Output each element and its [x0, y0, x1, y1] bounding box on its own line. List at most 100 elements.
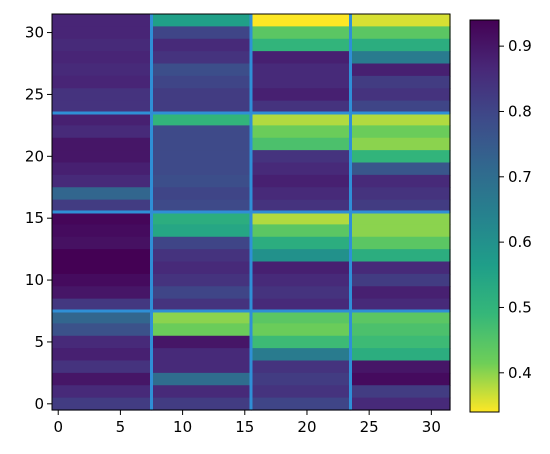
heatmap-cell: [350, 224, 451, 238]
heatmap-cell: [52, 14, 153, 27]
heatmap-cell: [52, 348, 153, 362]
heatmap-cell: [52, 360, 153, 374]
x-tick-label: 30: [422, 418, 441, 436]
heatmap-cell: [350, 385, 451, 399]
heatmap-cell: [52, 212, 153, 225]
heatmap-cell: [251, 298, 352, 312]
heatmap-cell: [350, 311, 451, 324]
colorbar: [469, 19, 500, 413]
heatmap-cell: [151, 236, 252, 250]
heatmap-cell: [52, 261, 153, 275]
heatmap-cell: [350, 150, 451, 164]
heatmap-cell: [151, 113, 252, 126]
heatmap-cell: [350, 236, 451, 250]
heatmap-cell: [151, 88, 252, 102]
heatmap-cell: [151, 311, 252, 324]
heatmap-cell: [52, 311, 153, 324]
heatmap-cell: [350, 360, 451, 374]
heatmap-cell: [151, 75, 252, 89]
heatmap-cell: [151, 261, 252, 275]
heatmap-cell: [251, 372, 352, 386]
heatmap-cell: [251, 261, 352, 275]
heatmap-cell: [52, 372, 153, 386]
heatmap-cell: [251, 26, 352, 40]
heatmap-cell: [350, 174, 451, 188]
heatmap-cell: [350, 372, 451, 386]
x-tick-label: 10: [173, 418, 192, 436]
heatmap-cell: [350, 335, 451, 349]
heatmap-cell: [52, 249, 153, 263]
heatmap-cell: [52, 113, 153, 126]
heatmap-cell: [251, 14, 352, 27]
heatmap-cell: [151, 286, 252, 300]
heatmap-cell: [52, 236, 153, 250]
heatmap-cell: [350, 51, 451, 65]
heatmap-cell: [52, 88, 153, 102]
y-axis: 0 5 10 15 20 25 30: [25, 24, 52, 413]
heatmap-cell: [350, 38, 451, 52]
heatmap-cell: [151, 38, 252, 52]
heatmap-cell: [151, 125, 252, 139]
heatmap-cell: [151, 348, 252, 362]
heatmap-cell: [151, 249, 252, 263]
heatmap-cell: [350, 88, 451, 102]
heatmap-cell: [52, 224, 153, 238]
heatmap-cell: [151, 26, 252, 40]
heatmap-cell: [52, 335, 153, 349]
x-tick-label: 0: [53, 418, 63, 436]
colorbar-tick-label: 0.7: [508, 168, 532, 186]
heatmap-cell: [52, 385, 153, 399]
heatmap-cell: [251, 360, 352, 374]
heatmap-cell: [52, 51, 153, 65]
heatmap-cell: [350, 323, 451, 337]
heatmap-cell: [350, 113, 451, 126]
heatmap-cell: [52, 323, 153, 337]
heatmap-cell: [251, 273, 352, 287]
y-tick-label: 30: [25, 24, 44, 42]
y-tick-label: 10: [25, 271, 44, 289]
heatmap-cell: [151, 162, 252, 176]
heatmap-cell: [151, 335, 252, 349]
heatmap-cell: [52, 187, 153, 201]
heatmap-cell: [151, 199, 252, 213]
y-tick-label: 5: [34, 333, 44, 351]
x-tick-label: 15: [235, 418, 254, 436]
heatmap-cell: [251, 100, 352, 114]
y-tick-label: 25: [25, 85, 44, 103]
heatmap-cell: [251, 335, 352, 349]
heatmap-cell: [350, 137, 451, 151]
heatmap-cell: [251, 150, 352, 164]
x-axis: 0 5 10 15 20 25 30: [53, 410, 441, 436]
heatmap-cell: [251, 137, 352, 151]
heatmap-cell: [350, 125, 451, 139]
heatmap-cell: [350, 187, 451, 201]
heatmap-cell: [52, 150, 153, 164]
heatmap-cell: [251, 113, 352, 126]
heatmap-cell: [52, 174, 153, 188]
colorbar-tick-label: 0.6: [508, 233, 532, 251]
heatmap-cell: [251, 187, 352, 201]
heatmap-cell: [151, 100, 252, 114]
heatmap-cell: [151, 385, 252, 399]
heatmap-cell: [151, 137, 252, 151]
heatmap-cell: [350, 261, 451, 275]
heatmap-cell: [251, 162, 352, 176]
heatmap-cell: [350, 26, 451, 40]
x-tick-label: 25: [360, 418, 379, 436]
heatmap-cell: [251, 174, 352, 188]
heatmap-cell: [151, 323, 252, 337]
heatmap-cell: [251, 75, 352, 89]
heatmap-cell: [350, 286, 451, 300]
heatmap-cell: [151, 174, 252, 188]
heatmap-cell: [52, 63, 153, 77]
heatmap-cell: [350, 14, 451, 27]
heatmap-cell: [350, 63, 451, 77]
x-tick-label: 20: [297, 418, 316, 436]
heatmap-cell: [251, 38, 352, 52]
colorbar-tick-label: 0.4: [508, 364, 532, 382]
heatmap-cell: [350, 273, 451, 287]
heatmap-cell: [251, 199, 352, 213]
heatmap-cell: [52, 38, 153, 52]
colorbar-tick-label: 0.9: [508, 37, 532, 55]
